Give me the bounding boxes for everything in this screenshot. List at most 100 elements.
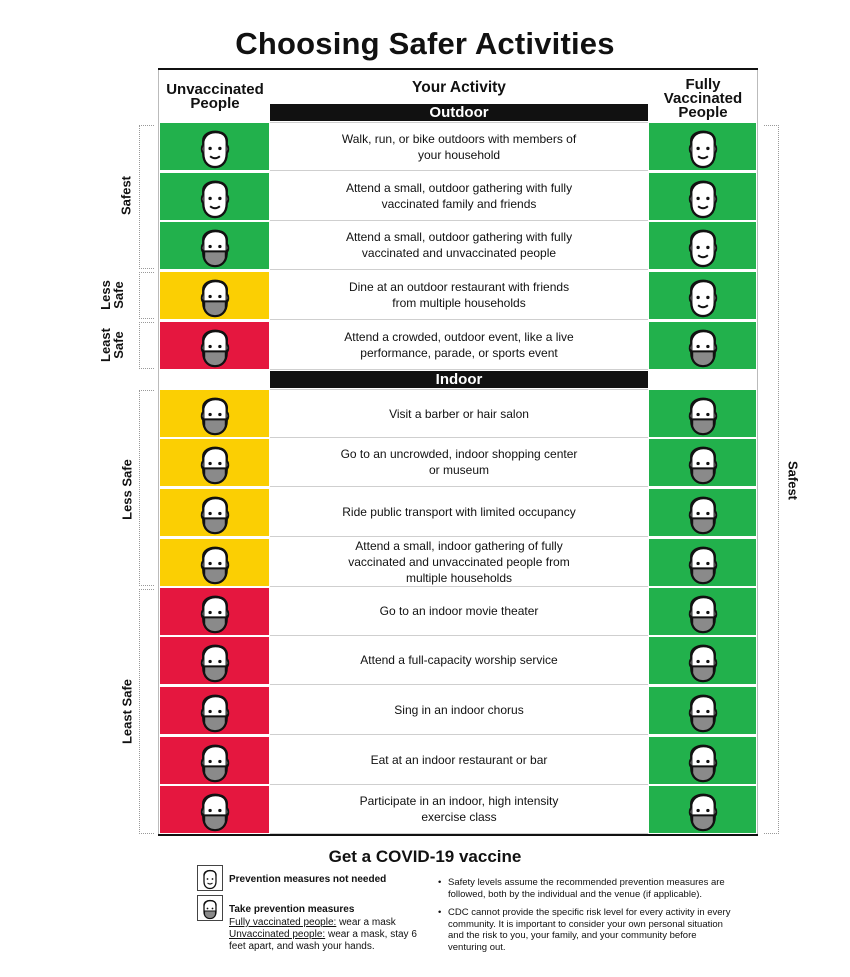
activity-cell: Attend a small, outdoor gathering with f… [270, 221, 648, 270]
vaccinated-risk-cell [649, 687, 756, 734]
activity-text: Attend a small, outdoor gathering with f… [345, 230, 573, 260]
legend-vaccinated-label: Fully vaccinated people: [229, 917, 337, 928]
activity-cell: Eat at an indoor restaurant or bar [270, 736, 648, 785]
masked-face-icon [688, 446, 717, 485]
bracket-least-safe-indoor [139, 589, 154, 834]
face-icon [688, 180, 717, 219]
masked-face-icon [200, 329, 229, 368]
unvaccinated-risk-cell [160, 687, 269, 734]
label-least-safe-indoor: Least Safe [119, 678, 135, 745]
activity-cell: Dine at an outdoor restaurant with frien… [270, 271, 648, 320]
masked-face-icon [688, 397, 717, 436]
bracket-right-safest [764, 125, 779, 834]
vaccinated-risk-cell [649, 489, 756, 536]
vaccinated-risk-cell [649, 222, 756, 269]
activity-cell: Attend a small, indoor gathering of full… [270, 538, 648, 587]
unvaccinated-risk-cell [160, 737, 269, 784]
unvaccinated-risk-cell [160, 222, 269, 269]
activity-text: Eat at an indoor restaurant or bar [370, 753, 548, 767]
masked-face-icon [688, 793, 717, 832]
masked-face-icon [688, 329, 717, 368]
label-less-safe-indoor: Less Safe [119, 459, 135, 520]
legend-no-measures: Prevention measures not needed [229, 874, 387, 885]
masked-face-icon [200, 744, 229, 783]
label-right-safest: Safest [785, 460, 801, 501]
top-rule [158, 68, 758, 70]
masked-face-icon [688, 744, 717, 783]
vaccinated-risk-cell [649, 272, 756, 319]
activity-text: Attend a small, outdoor gathering with f… [345, 181, 573, 211]
vaccinated-risk-cell [649, 588, 756, 635]
bracket-less-safe-outdoor [139, 272, 154, 319]
unvaccinated-risk-cell [160, 539, 269, 586]
legend-unvaccinated-text: wear a mask, stay 6 feet apart, and wash… [229, 929, 417, 952]
vaccinated-risk-cell [649, 539, 756, 586]
activity-text: Attend a small, indoor gathering of full… [348, 539, 570, 585]
header-your-activity: Your Activity [412, 79, 506, 96]
masked-face-icon [200, 496, 229, 535]
masked-face-icon [688, 496, 717, 535]
masked-face-icon [200, 229, 229, 268]
masked-face-icon [200, 279, 229, 318]
masked-face-icon [200, 397, 229, 436]
activity-cell: Attend a crowded, outdoor event, like a … [270, 321, 648, 370]
note-bullet-2: • [438, 907, 442, 918]
note-1: Safety levels assume the recommended pre… [448, 877, 725, 900]
unvaccinated-risk-cell [160, 786, 269, 833]
activity-cell: Go to an indoor movie theater [270, 587, 648, 636]
unvaccinated-risk-cell [160, 439, 269, 486]
bottom-rule [158, 834, 758, 836]
masked-face-icon [688, 595, 717, 634]
activity-text: Visit a barber or hair salon [389, 406, 529, 421]
note-bullet-1: • [438, 877, 442, 888]
activity-cell: Participate in an indoor, high intensity… [270, 785, 648, 834]
vaccinated-risk-cell [649, 737, 756, 784]
masked-face-icon [688, 644, 717, 683]
vaccinated-risk-cell [649, 123, 756, 170]
vaccinated-risk-cell [649, 322, 756, 369]
masked-face-icon [688, 546, 717, 585]
legend-unvaccinated-label: Unvaccinated people: [229, 929, 326, 940]
bracket-least-safe-outdoor [139, 322, 154, 369]
vaccinated-risk-cell [649, 390, 756, 437]
label-less-safe-outdoor: Less Safe [98, 280, 126, 310]
masked-face-icon [200, 595, 229, 634]
activity-cell: Ride public transport with limited occup… [270, 488, 648, 537]
vaccinated-risk-cell [649, 439, 756, 486]
activity-text: Go to an uncrowded, indoor shopping cent… [340, 447, 578, 477]
face-icon [688, 130, 717, 169]
legend-masked-face-box [197, 895, 223, 921]
masked-face-icon [200, 446, 229, 485]
activity-text: Attend a full-capacity worship service [360, 653, 558, 667]
unvaccinated-risk-cell [160, 637, 269, 684]
activity-text: Sing in an indoor chorus [394, 703, 524, 717]
unvaccinated-risk-cell [160, 173, 269, 220]
unvaccinated-risk-cell [160, 322, 269, 369]
face-icon [203, 869, 217, 890]
face-icon [688, 279, 717, 318]
bracket-safest [139, 125, 154, 269]
activity-cell: Visit a barber or hair salon [270, 389, 648, 438]
masked-face-icon [200, 546, 229, 585]
table-border-left [158, 70, 159, 834]
vaccinated-risk-cell [649, 637, 756, 684]
activity-cell: Go to an uncrowded, indoor shopping cent… [270, 438, 648, 487]
legend-measures-detail: Fully vaccinated people: wear a mask Unv… [229, 917, 429, 953]
masked-face-icon [200, 644, 229, 683]
section-bar-indoor: Indoor [270, 371, 648, 388]
section-bar-outdoor: Outdoor [270, 104, 648, 121]
face-icon [200, 180, 229, 219]
activity-cell: Sing in an indoor chorus [270, 686, 648, 735]
activity-cell: Attend a full-capacity worship service [270, 636, 648, 685]
masked-face-icon [200, 793, 229, 832]
activity-cell: Walk, run, or bike outdoors with members… [270, 122, 648, 171]
legend-face-box [197, 865, 223, 891]
note-2: CDC cannot provide the specific risk lev… [448, 907, 731, 953]
legend-vaccinated-text: wear a mask [336, 917, 396, 928]
vaccinated-risk-cell [649, 786, 756, 833]
activity-text: Ride public transport with limited occup… [342, 505, 576, 519]
activity-text: Participate in an indoor, high intensity… [359, 794, 559, 824]
vaccinated-risk-cell [649, 173, 756, 220]
table-border-right [757, 70, 758, 834]
masked-face-icon [688, 694, 717, 733]
